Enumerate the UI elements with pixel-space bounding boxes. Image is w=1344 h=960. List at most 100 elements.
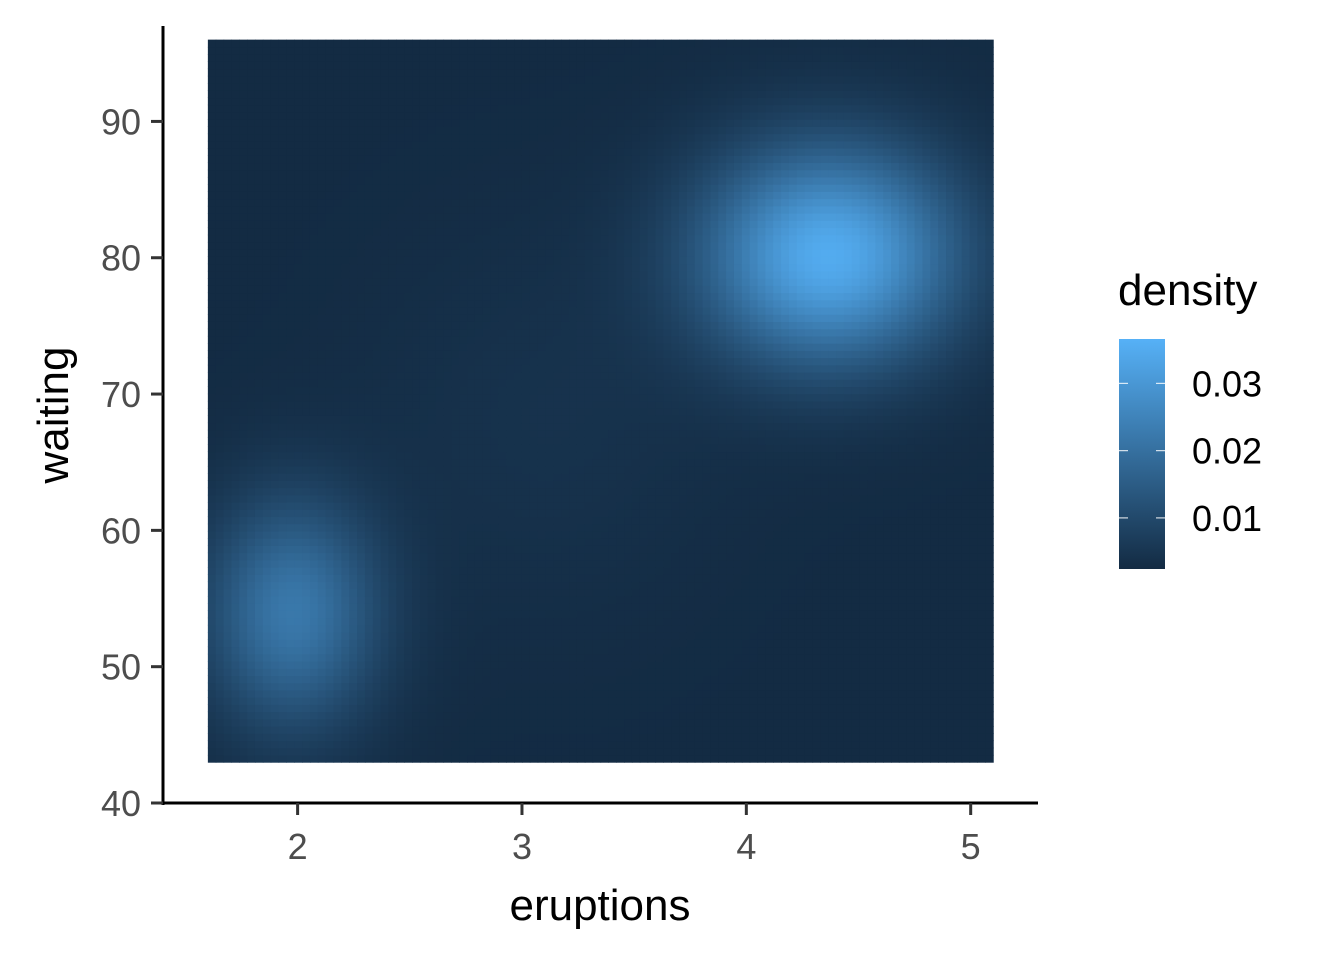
heatmap-cell [207, 285, 217, 294]
heatmap-cell [498, 689, 507, 698]
heatmap-cell [278, 538, 287, 546]
heatmap-cell [474, 675, 484, 684]
heatmap-cell [529, 90, 539, 99]
heatmap-cell [576, 169, 586, 178]
heatmap-cell [529, 335, 539, 344]
heatmap-cell [341, 588, 350, 597]
heatmap-cell [514, 747, 523, 756]
heatmap-cell [474, 502, 484, 510]
heatmap-cell [215, 140, 225, 149]
heatmap-cell [459, 567, 468, 575]
heatmap-cell [231, 718, 240, 727]
heatmap-cell [506, 697, 515, 705]
heatmap-cell [576, 444, 586, 453]
heatmap-cell [459, 278, 468, 286]
heatmap-cell [584, 270, 594, 279]
heatmap-cell [231, 68, 240, 77]
heatmap-cell [294, 263, 303, 272]
heatmap-cell [380, 97, 390, 106]
heatmap-cell [561, 162, 570, 171]
heatmap-cell [349, 494, 358, 503]
heatmap-cell [490, 241, 500, 250]
heatmap-cell [561, 343, 570, 351]
heatmap-cell [254, 343, 264, 351]
heatmap-cell [537, 603, 547, 611]
heatmap-cell [270, 617, 280, 626]
heatmap-cell [569, 393, 578, 402]
heatmap-cell [506, 104, 515, 113]
heatmap-cell [215, 97, 225, 106]
heatmap-cell [380, 487, 390, 496]
heatmap-cell [412, 213, 421, 221]
heatmap-cell [364, 184, 374, 192]
heatmap-cell [490, 299, 500, 308]
heatmap-cell [262, 660, 272, 669]
heatmap-cell [278, 523, 287, 532]
heatmap-cell [372, 400, 382, 409]
heatmap-cell [545, 191, 554, 200]
heatmap-cell [317, 574, 327, 583]
heatmap-cell [215, 559, 225, 568]
heatmap-cell [427, 624, 437, 633]
heatmap-cell [317, 263, 327, 272]
heatmap-cell [380, 682, 390, 691]
heatmap-cell [427, 256, 437, 265]
heatmap-cell [309, 754, 319, 763]
heatmap-cell [349, 538, 358, 546]
heatmap-cell [514, 191, 523, 200]
heatmap-cell [451, 552, 460, 561]
heatmap-cell [286, 502, 295, 510]
heatmap-cell [506, 429, 515, 438]
heatmap-cell [309, 75, 319, 84]
heatmap-cell [270, 632, 280, 640]
heatmap-cell [412, 603, 421, 611]
heatmap-cell [231, 364, 240, 373]
heatmap-cell [239, 90, 248, 99]
heatmap-cell [357, 552, 366, 561]
heatmap-cell [388, 46, 397, 55]
heatmap-cell [309, 155, 319, 164]
heatmap-cell [506, 567, 515, 575]
heatmap-cell [553, 632, 562, 640]
heatmap-cell [231, 220, 240, 229]
heatmap-cell [239, 249, 248, 257]
heatmap-cell [388, 140, 397, 149]
heatmap-cell [231, 567, 240, 575]
heatmap-cell [412, 400, 421, 409]
heatmap-cell [231, 451, 240, 460]
heatmap-cell [278, 213, 287, 221]
heatmap-cell [537, 278, 547, 286]
heatmap-cell [278, 509, 287, 518]
heatmap-cell [521, 169, 531, 178]
heatmap-cell [592, 184, 602, 192]
heatmap-cell [435, 314, 445, 322]
heatmap-cell [247, 278, 256, 286]
heatmap-cell [262, 97, 272, 106]
heatmap-cell [553, 444, 562, 453]
heatmap-cell [419, 733, 429, 742]
heatmap-cell [333, 400, 342, 409]
heatmap-cell [317, 552, 327, 561]
heatmap-cell [215, 754, 225, 763]
heatmap-cell [529, 697, 539, 705]
heatmap-cell [537, 567, 547, 575]
heatmap-cell [561, 191, 570, 200]
heatmap-cell [435, 169, 445, 178]
heatmap-cell [443, 155, 452, 164]
heatmap-cell [561, 263, 570, 272]
heatmap-cell [404, 516, 413, 525]
heatmap-cell [231, 61, 240, 70]
heatmap-cell [333, 617, 342, 626]
heatmap-cell [506, 321, 515, 330]
heatmap-cell [302, 754, 311, 763]
heatmap-cell [262, 595, 272, 604]
heatmap-cell [388, 75, 397, 84]
heatmap-cell [443, 90, 452, 99]
heatmap-cell [317, 567, 327, 575]
heatmap-cell [584, 530, 594, 539]
heatmap-cell [506, 140, 515, 149]
heatmap-cell [270, 184, 280, 192]
heatmap-cell [498, 393, 507, 402]
heatmap-cell [372, 567, 382, 575]
heatmap-cell [514, 429, 523, 438]
